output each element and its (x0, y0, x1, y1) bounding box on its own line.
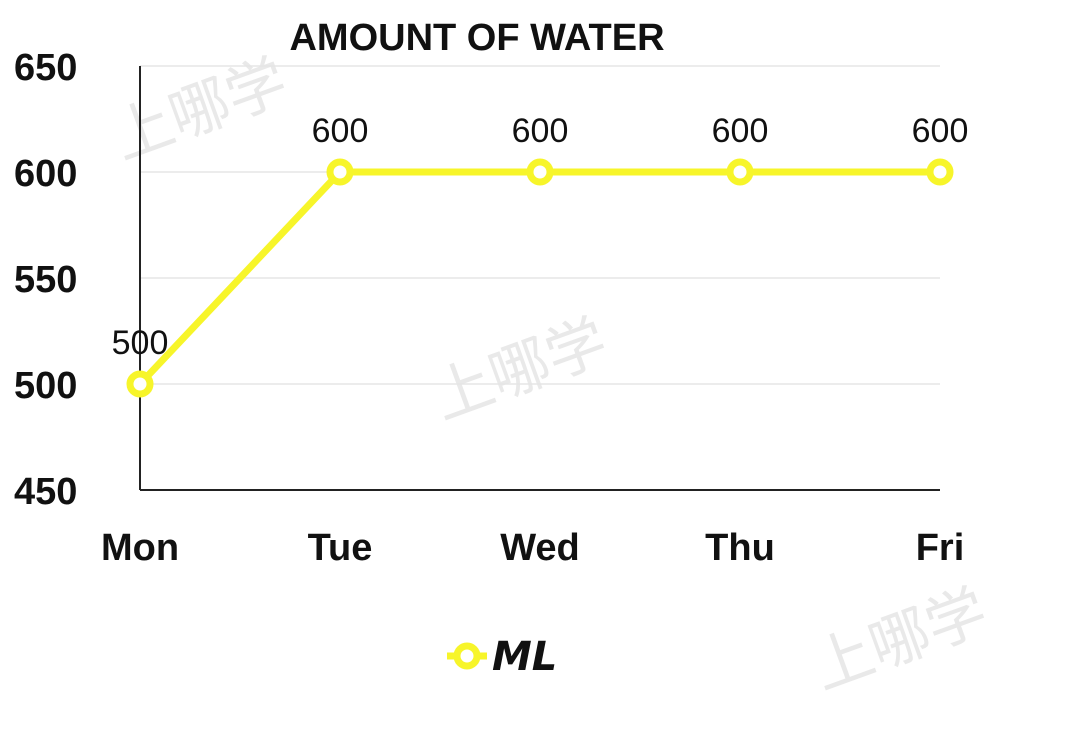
data-label: 600 (712, 112, 769, 150)
y-tick-label: 500 (14, 365, 77, 407)
x-tick-label: Mon (101, 527, 179, 569)
x-tick-label: Thu (705, 527, 775, 569)
watermark-3: 上哪学 (803, 576, 996, 703)
x-tick-label: Wed (500, 527, 580, 569)
y-tick-label: 550 (14, 259, 77, 301)
legend: ML (447, 634, 557, 680)
x-tick-label: Tue (308, 527, 373, 569)
data-point (926, 158, 954, 186)
watermark-2: 上哪学 (423, 306, 616, 433)
x-tick-label: Fri (916, 527, 965, 569)
chart-title: AMOUNT OF WATER (289, 17, 664, 59)
y-tick-labels: 450 500 550 600 650 (14, 47, 77, 513)
data-labels: 500 600 600 600 600 (112, 112, 969, 362)
y-tick-label: 600 (14, 153, 77, 195)
y-tick-label: 650 (14, 47, 77, 89)
y-tick-label: 450 (14, 471, 77, 513)
data-point (326, 158, 354, 186)
data-point (726, 158, 754, 186)
legend-label: ML (492, 634, 557, 680)
data-label: 500 (112, 324, 169, 362)
series-ml (126, 158, 954, 398)
data-label: 600 (912, 112, 969, 150)
data-label: 600 (512, 112, 569, 150)
axes (139, 66, 940, 491)
x-tick-labels: Mon Tue Wed Thu Fri (101, 527, 964, 569)
data-point (526, 158, 554, 186)
data-label: 600 (312, 112, 369, 150)
data-point (126, 370, 154, 398)
legend-marker-icon (453, 642, 481, 670)
